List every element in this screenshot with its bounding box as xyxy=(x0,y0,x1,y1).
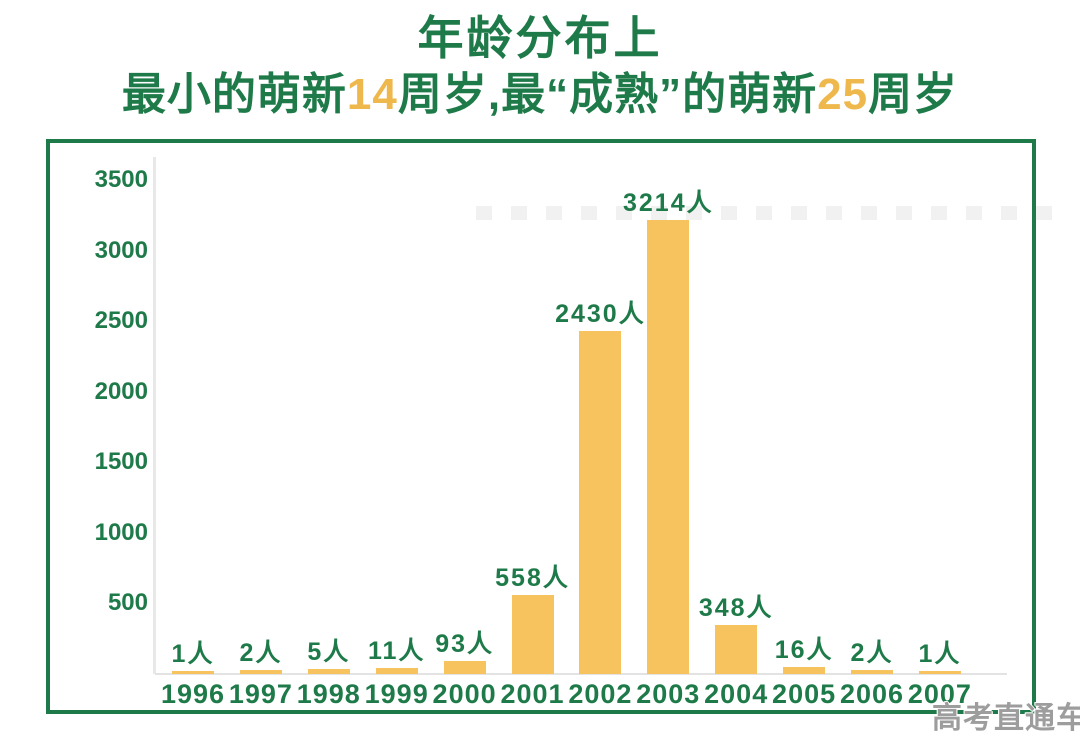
x-axis-label: 1996 xyxy=(160,679,226,709)
subtitle-text: 最小的萌新 xyxy=(121,70,347,119)
page-subtitle: 最小的萌新14周岁,最“成熟”的萌新25周岁 xyxy=(0,58,1080,122)
faint-band-square xyxy=(861,206,877,220)
faint-band-square xyxy=(896,206,912,220)
bar-value-label: 16人 xyxy=(774,636,834,665)
faint-band-square xyxy=(1001,206,1017,220)
bar-value-label: 558人 xyxy=(495,564,570,593)
subtitle-accent-number: 25 xyxy=(817,70,869,119)
page-title: 年龄分布上 xyxy=(417,12,663,64)
y-tick-label: 500 xyxy=(107,589,148,617)
bar-1998 xyxy=(307,668,350,674)
bar-2000 xyxy=(443,660,486,674)
bar-2006 xyxy=(851,670,893,674)
bar-2001 xyxy=(511,595,554,674)
bar-2004 xyxy=(715,624,758,674)
x-axis-label: 1998 xyxy=(296,679,361,709)
bar-value-label: 1人 xyxy=(918,640,962,668)
x-axis-label: 2000 xyxy=(432,679,497,709)
subtitle-accent-number: 14 xyxy=(346,70,398,119)
x-axis-label: 2001 xyxy=(500,679,565,709)
faint-band-square xyxy=(686,206,702,220)
faint-band-square xyxy=(476,206,492,220)
brand-watermark: 高考直通车 xyxy=(932,702,1080,735)
bar-1996 xyxy=(172,671,214,674)
faint-band-square xyxy=(1036,206,1052,220)
faint-band-square xyxy=(546,206,562,220)
bar-value-label: 1人 xyxy=(171,640,215,668)
x-axis-label: 2006 xyxy=(839,679,905,709)
faint-band-square xyxy=(616,206,632,220)
chart-frame xyxy=(46,139,1036,714)
bar-1999 xyxy=(375,667,418,674)
x-axis-label: 2005 xyxy=(772,679,837,709)
bar-value-label: 2人 xyxy=(239,639,283,668)
y-axis-line xyxy=(153,157,156,674)
x-axis-label: 1997 xyxy=(228,679,293,709)
x-axis-label: 1999 xyxy=(364,679,429,709)
x-axis-label: 2004 xyxy=(704,679,769,709)
faint-band-square xyxy=(511,206,527,220)
bar-1997 xyxy=(239,670,282,674)
faint-band-square xyxy=(581,206,597,220)
faint-band-square xyxy=(756,206,772,220)
y-tick-label: 3000 xyxy=(94,236,148,264)
faint-band-square xyxy=(966,206,982,220)
bar-2003 xyxy=(647,220,690,674)
faint-band-square xyxy=(721,206,737,220)
bar-value-label: 5人 xyxy=(307,637,351,666)
y-tick-label: 3500 xyxy=(94,166,148,193)
y-tick-label: 1500 xyxy=(94,448,148,476)
faint-band-square xyxy=(931,206,947,220)
faint-band-square xyxy=(826,206,842,220)
subtitle-text: 周岁 xyxy=(868,70,959,119)
bar-value-label: 93人 xyxy=(435,629,494,658)
bar-value-label: 348人 xyxy=(698,593,774,622)
y-tick-label: 2500 xyxy=(94,307,148,335)
x-axis-baseline xyxy=(155,673,1007,675)
bar-value-label: 11人 xyxy=(367,636,426,665)
bar-2002 xyxy=(579,331,622,674)
bar-value-label: 2430人 xyxy=(555,300,646,329)
bar-value-label: 3214人 xyxy=(622,189,714,218)
x-axis-label: 2007 xyxy=(907,679,972,709)
faint-band-square xyxy=(651,206,667,220)
x-axis-label: 2002 xyxy=(568,679,633,709)
faint-band-square xyxy=(791,206,807,220)
y-tick-label: 2000 xyxy=(94,377,148,405)
faint-watermark-band xyxy=(476,206,1071,221)
bar-2007 xyxy=(918,671,961,674)
bar-value-label: 2人 xyxy=(850,639,894,668)
x-axis-label: 2003 xyxy=(636,679,701,709)
bar-2005 xyxy=(783,667,826,674)
subtitle-text: 周岁,最“成熟”的萌新 xyxy=(397,70,818,119)
y-tick-label: 1000 xyxy=(94,518,148,546)
